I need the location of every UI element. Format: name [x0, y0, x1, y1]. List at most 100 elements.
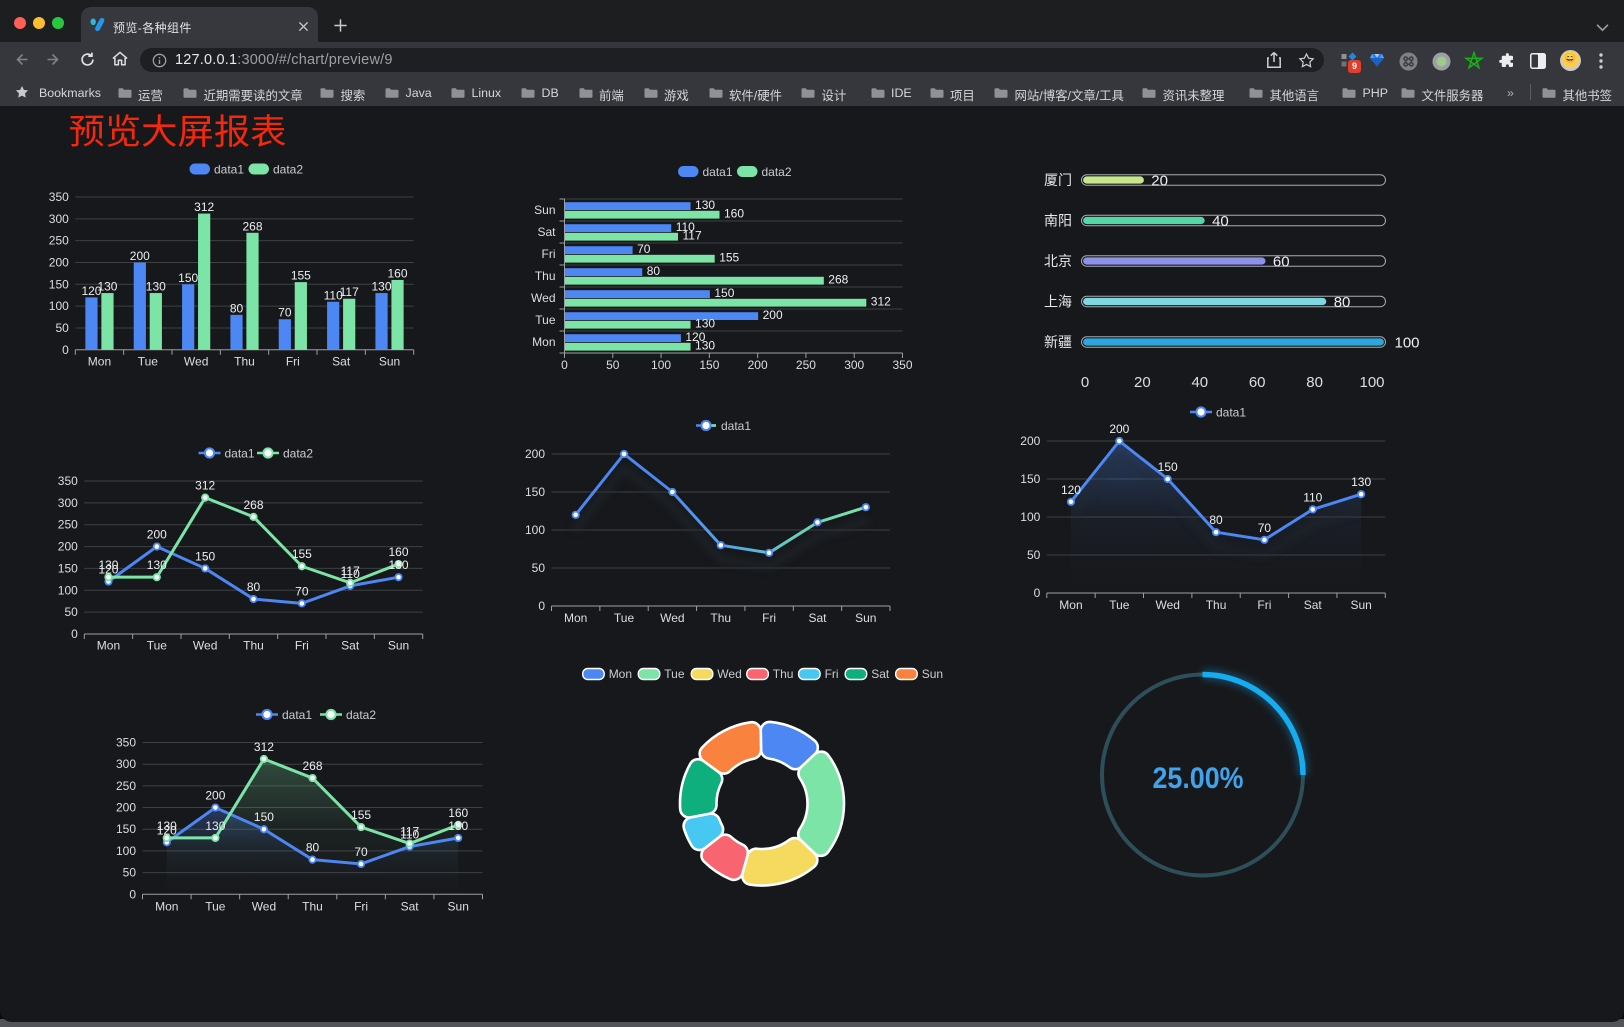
svg-text:100: 100: [49, 299, 69, 313]
svg-text:312: 312: [254, 740, 274, 754]
svg-text:0: 0: [538, 599, 545, 613]
svg-text:Sun: Sun: [855, 611, 876, 625]
svg-text:268: 268: [242, 219, 262, 233]
svg-text:Mon: Mon: [564, 611, 587, 625]
svg-text:350: 350: [58, 474, 78, 488]
svg-text:120: 120: [81, 284, 101, 298]
svg-text:Sun: Sun: [388, 639, 409, 653]
svg-text:150: 150: [195, 549, 215, 563]
svg-text:Wed: Wed: [252, 899, 276, 913]
svg-text:268: 268: [828, 272, 848, 286]
svg-text:130: 130: [1351, 475, 1371, 489]
svg-text:200: 200: [58, 540, 78, 554]
svg-text:160: 160: [388, 266, 408, 280]
svg-text:130: 130: [147, 558, 167, 572]
svg-text:Mon: Mon: [1059, 598, 1082, 612]
svg-text:Fri: Fri: [1257, 598, 1271, 612]
svg-text:50: 50: [123, 866, 137, 880]
svg-text:Sun: Sun: [534, 203, 555, 217]
svg-text:40: 40: [1212, 213, 1229, 230]
svg-text:300: 300: [49, 212, 69, 226]
svg-text:Wed: Wed: [184, 354, 208, 368]
svg-text:120: 120: [685, 330, 705, 344]
svg-text:Sun: Sun: [1350, 598, 1371, 612]
svg-text:150: 150: [116, 822, 136, 836]
svg-text:data1: data1: [214, 163, 244, 177]
svg-text:130: 130: [448, 819, 468, 833]
svg-text:50: 50: [1027, 548, 1041, 562]
svg-text:117: 117: [400, 825, 419, 839]
svg-text:150: 150: [1158, 460, 1178, 474]
svg-text:Wed: Wed: [1155, 598, 1179, 612]
svg-text:50: 50: [55, 321, 69, 335]
svg-text:Mon: Mon: [88, 354, 111, 368]
svg-text:0: 0: [129, 887, 136, 901]
svg-text:Sat: Sat: [537, 225, 556, 239]
svg-text:60: 60: [1249, 374, 1266, 391]
svg-text:200: 200: [147, 528, 167, 542]
svg-text:Mon: Mon: [155, 899, 178, 913]
svg-text:Sat: Sat: [341, 639, 360, 653]
svg-text:120: 120: [157, 823, 177, 837]
svg-text:70: 70: [354, 845, 368, 859]
svg-text:250: 250: [116, 779, 136, 793]
svg-text:200: 200: [748, 358, 768, 372]
svg-text:上海: 上海: [1044, 294, 1072, 310]
svg-text:120: 120: [1061, 483, 1081, 497]
svg-text:130: 130: [695, 198, 715, 212]
svg-text:110: 110: [400, 828, 419, 842]
svg-text:Fri: Fri: [286, 354, 300, 368]
svg-text:80: 80: [1306, 374, 1323, 391]
svg-text:155: 155: [292, 547, 312, 561]
svg-text:155: 155: [719, 250, 739, 264]
svg-text:117: 117: [340, 285, 359, 299]
svg-text:130: 130: [695, 338, 715, 352]
svg-text:北京: 北京: [1044, 253, 1072, 269]
svg-text:20: 20: [1151, 173, 1168, 190]
svg-text:312: 312: [194, 200, 214, 214]
svg-text:110: 110: [1303, 490, 1322, 504]
svg-text:Sat: Sat: [332, 354, 351, 368]
svg-text:Fri: Fri: [354, 899, 368, 913]
svg-text:160: 160: [448, 806, 468, 820]
svg-text:25.00%: 25.00%: [1153, 762, 1244, 795]
svg-text:350: 350: [892, 358, 912, 372]
svg-text:117: 117: [682, 228, 701, 242]
svg-text:data1: data1: [225, 447, 255, 461]
svg-text:Thu: Thu: [234, 354, 255, 368]
svg-text:110: 110: [676, 220, 695, 234]
svg-text:110: 110: [324, 288, 343, 302]
svg-text:150: 150: [699, 358, 719, 372]
svg-text:160: 160: [724, 206, 744, 220]
svg-text:Thu: Thu: [773, 667, 794, 681]
svg-text:250: 250: [49, 234, 69, 248]
svg-text:300: 300: [844, 358, 864, 372]
svg-text:200: 200: [130, 249, 150, 263]
svg-text:200: 200: [205, 789, 225, 803]
svg-text:130: 130: [389, 558, 409, 572]
svg-text:150: 150: [254, 810, 274, 824]
svg-text:50: 50: [64, 605, 78, 619]
svg-text:data1: data1: [703, 165, 733, 179]
svg-text:130: 130: [97, 280, 117, 294]
svg-text:Thu: Thu: [710, 611, 731, 625]
svg-text:100: 100: [1020, 510, 1040, 524]
svg-text:Mon: Mon: [532, 335, 555, 349]
svg-text:300: 300: [58, 496, 78, 510]
svg-text:80: 80: [247, 580, 261, 594]
svg-text:0: 0: [1081, 374, 1089, 391]
svg-text:70: 70: [278, 306, 292, 320]
svg-text:Sun: Sun: [448, 899, 469, 913]
svg-text:Sat: Sat: [808, 611, 827, 625]
svg-text:0: 0: [71, 627, 78, 641]
svg-text:Tue: Tue: [147, 639, 168, 653]
svg-text:Tue: Tue: [1109, 598, 1130, 612]
svg-text:200: 200: [1020, 434, 1040, 448]
svg-text:130: 130: [157, 819, 177, 833]
svg-text:新疆: 新疆: [1044, 334, 1072, 350]
svg-text:Thu: Thu: [243, 639, 264, 653]
svg-text:60: 60: [1273, 254, 1290, 271]
svg-text:130: 130: [98, 558, 118, 572]
svg-text:70: 70: [1258, 521, 1272, 535]
svg-text:130: 130: [695, 316, 715, 330]
